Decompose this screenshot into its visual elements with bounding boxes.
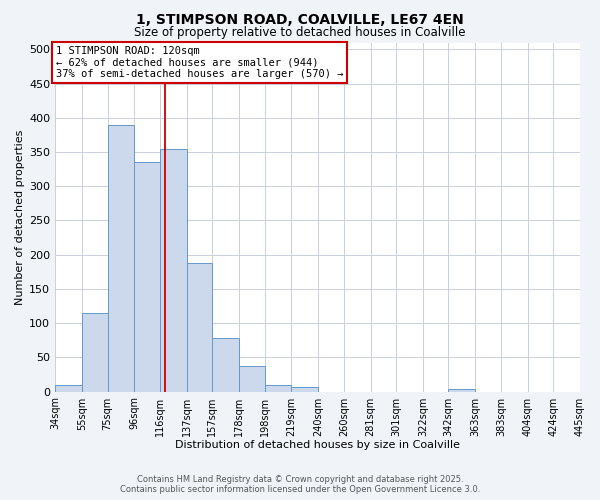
Bar bbox=[55, 385, 82, 392]
Text: 1, STIMPSON ROAD, COALVILLE, LE67 4EN: 1, STIMPSON ROAD, COALVILLE, LE67 4EN bbox=[136, 12, 464, 26]
Y-axis label: Number of detached properties: Number of detached properties bbox=[15, 130, 25, 304]
Text: 1 STIMPSON ROAD: 120sqm
← 62% of detached houses are smaller (944)
37% of semi-d: 1 STIMPSON ROAD: 120sqm ← 62% of detache… bbox=[56, 46, 343, 79]
Bar bbox=[292, 387, 318, 392]
Bar bbox=[239, 366, 265, 392]
Bar bbox=[134, 162, 160, 392]
Bar bbox=[580, 389, 600, 392]
Text: Size of property relative to detached houses in Coalville: Size of property relative to detached ho… bbox=[134, 26, 466, 39]
Bar bbox=[160, 148, 187, 392]
Bar bbox=[212, 338, 239, 392]
Bar bbox=[82, 313, 107, 392]
X-axis label: Distribution of detached houses by size in Coalville: Distribution of detached houses by size … bbox=[175, 440, 460, 450]
Text: Contains HM Land Registry data © Crown copyright and database right 2025.
Contai: Contains HM Land Registry data © Crown c… bbox=[120, 474, 480, 494]
Bar bbox=[448, 389, 475, 392]
Bar bbox=[265, 385, 292, 392]
Bar bbox=[107, 124, 134, 392]
Bar bbox=[187, 263, 212, 392]
